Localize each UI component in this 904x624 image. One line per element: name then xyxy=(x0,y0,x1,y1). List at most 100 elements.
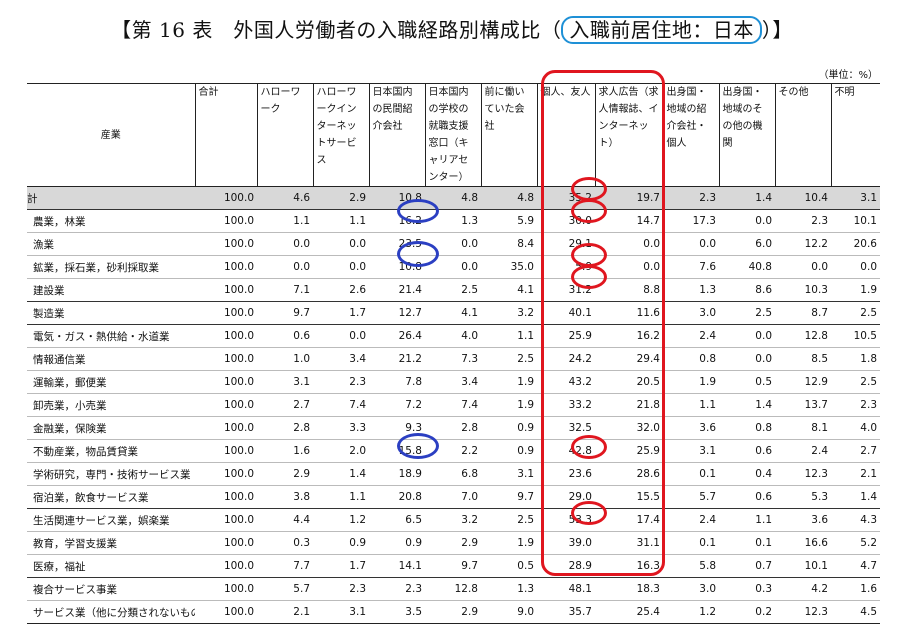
cell-value: 12.2 xyxy=(804,238,828,250)
cell-value: 0.0 xyxy=(699,238,716,250)
cell-value: 1.0 xyxy=(293,353,310,365)
table-row: 医療，福祉 100.0 7.7 1.7 14.1 9.7 0.5 28.9 16.3 5.8 0.7… xyxy=(27,555,880,578)
cell-value: 43.2 xyxy=(568,376,592,388)
cell-value: 2.5 xyxy=(860,376,877,388)
cell-value: 2.3 xyxy=(860,399,877,411)
cell-value: 100.0 xyxy=(223,445,254,457)
cell-value: 1.9 xyxy=(860,284,877,296)
table-row: 教育，学習支援業 100.0 0.3 0.9 0.9 2.9 1.9 39.0 31.1 0.1 0… xyxy=(27,532,880,555)
cell-value: 6.5 xyxy=(405,514,422,526)
cell-value: 18.3 xyxy=(636,583,660,595)
header-row: 産業 合計 ハローワーク ハローワークインターネットサービス 日本国内の民間紹介… xyxy=(27,83,880,187)
cell-value: 4.0 xyxy=(860,422,877,434)
cell-value: 11.6 xyxy=(636,307,660,319)
table-row: 漁業 100.0 0.0 0.0 23.5 0.0 8.4 29.1 0.0 0.0 6.0 12.2… xyxy=(27,233,880,256)
table-row: 複合サービス事業 100.0 5.7 2.3 2.3 12.8 1.3 48.1 18.3 3.0… xyxy=(27,578,880,601)
cell-value: 3.6 xyxy=(699,422,716,434)
cell-value: 39.0 xyxy=(568,537,592,549)
cell-value: 4.8 xyxy=(461,192,478,204)
cell-value: 4.4 xyxy=(293,514,310,526)
cell-value: 1.3 xyxy=(461,215,478,227)
cell-value: 40.8 xyxy=(748,261,772,273)
cell-value: 12.3 xyxy=(804,606,828,618)
cell-value: 2.2 xyxy=(461,445,478,457)
cell-value: 19.7 xyxy=(636,192,660,204)
cell-value: 4.1 xyxy=(517,284,534,296)
table-row: 金融業，保険業 100.0 2.8 3.3 9.3 2.8 0.9 32.5 32.0 3.6 0.… xyxy=(27,417,880,440)
cell-value: 4.1 xyxy=(461,307,478,319)
cell-value: 2.1 xyxy=(293,606,310,618)
cell-value: 21.2 xyxy=(398,353,422,365)
cell-value: 3.3 xyxy=(349,422,366,434)
industry-name: 漁業 xyxy=(33,238,54,251)
cell-value: 0.1 xyxy=(755,537,772,549)
table-row: 情報通信業 100.0 1.0 3.4 21.2 7.3 2.5 24.2 29.4 0.8 0.0… xyxy=(27,348,880,371)
cell-value: 0.6 xyxy=(755,491,772,503)
header-private-agency: 日本国内の民間紹介会社 xyxy=(368,83,425,187)
table-row: 宿泊業，飲食サービス業 100.0 3.8 1.1 20.8 7.0 9.7 29.0 15.5… xyxy=(27,486,880,509)
cell-value: 10.1 xyxy=(804,560,828,572)
cell-value: 1.1 xyxy=(755,514,772,526)
cell-value: 6.8 xyxy=(461,468,478,480)
cell-value: 29.0 xyxy=(568,491,592,503)
cell-value: 25.9 xyxy=(568,330,592,342)
cell-value: 8.6 xyxy=(755,284,772,296)
cell-value: 1.7 xyxy=(349,560,366,572)
cell-value: 2.3 xyxy=(349,583,366,595)
cell-value: 7.8 xyxy=(405,376,422,388)
cell-value: 3.1 xyxy=(699,445,716,457)
data-table: 産業 合計 ハローワーク ハローワークインターネットサービス 日本国内の民間紹介… xyxy=(27,83,880,624)
header-job-ads: 求人広告（求人情報誌、インターネット） xyxy=(594,83,663,187)
cell-value: 1.4 xyxy=(755,192,772,204)
cell-value: 3.2 xyxy=(517,307,534,319)
cell-value: 1.1 xyxy=(699,399,716,411)
table-title: 【第 16 表 外国人労働者の入職経路別構成比（ 入職前居住地：日本）】 xyxy=(0,14,904,44)
cell-value: 5.3 xyxy=(811,491,828,503)
cell-value: 17.3 xyxy=(692,215,716,227)
cell-value: 3.6 xyxy=(811,514,828,526)
cell-value: 32.0 xyxy=(636,422,660,434)
cell-value: 12.8 xyxy=(454,583,478,595)
cell-value: 2.4 xyxy=(699,330,716,342)
industry-name: 製造業 xyxy=(33,307,65,320)
cell-value: 100.0 xyxy=(223,399,254,411)
highlight-construction-friends xyxy=(571,243,607,267)
cell-value: 0.9 xyxy=(517,445,534,457)
header-total: 合計 xyxy=(194,83,257,187)
cell-value: 5.8 xyxy=(699,560,716,572)
cell-value: 28.9 xyxy=(568,560,592,572)
cell-value: 1.3 xyxy=(517,583,534,595)
table-row: 農業，林業 100.0 1.1 1.1 16.2 1.3 5.9 30.0 14.7 17.3 0.… xyxy=(27,210,880,233)
cell-value: 2.8 xyxy=(293,422,310,434)
cell-value: 20.6 xyxy=(853,238,877,250)
cell-value: 1.6 xyxy=(860,583,877,595)
cell-value: 2.5 xyxy=(517,353,534,365)
cell-value: 13.7 xyxy=(804,399,828,411)
cell-value: 100.0 xyxy=(223,307,254,319)
cell-value: 0.0 xyxy=(860,261,877,273)
highlight-hospitality-friends xyxy=(571,435,607,459)
cell-value: 2.4 xyxy=(811,445,828,457)
table-row: 不動産業，物品賃貸業 100.0 1.6 2.0 15.8 2.2 0.9 42.8 25.9 3… xyxy=(27,440,880,463)
cell-value: 2.7 xyxy=(293,399,310,411)
cell-value: 2.5 xyxy=(517,514,534,526)
header-other: その他 xyxy=(774,83,831,187)
cell-value: 24.2 xyxy=(568,353,592,365)
cell-value: 5.9 xyxy=(517,215,534,227)
cell-value: 25.9 xyxy=(636,445,660,457)
unit-label: （単位：%） xyxy=(818,70,878,81)
cell-value: 1.7 xyxy=(349,307,366,319)
cell-value: 8.8 xyxy=(643,284,660,296)
cell-value: 100.0 xyxy=(223,215,254,227)
cell-value: 100.0 xyxy=(223,376,254,388)
highlight-medical-friends xyxy=(571,501,607,525)
table-row: 学術研究，専門・技術サービス業 100.0 2.9 1.4 18.9 6.8 3.1 23.6… xyxy=(27,463,880,486)
cell-value: 2.5 xyxy=(860,307,877,319)
cell-value: 0.8 xyxy=(699,353,716,365)
cell-value: 0.9 xyxy=(405,537,422,549)
cell-value: 7.4 xyxy=(349,399,366,411)
cell-value: 1.6 xyxy=(293,445,310,457)
cell-value: 4.7 xyxy=(860,560,877,572)
cell-value: 15.5 xyxy=(636,491,660,503)
industry-name: 鉱業，採石業，砂利採取業 xyxy=(33,261,159,274)
